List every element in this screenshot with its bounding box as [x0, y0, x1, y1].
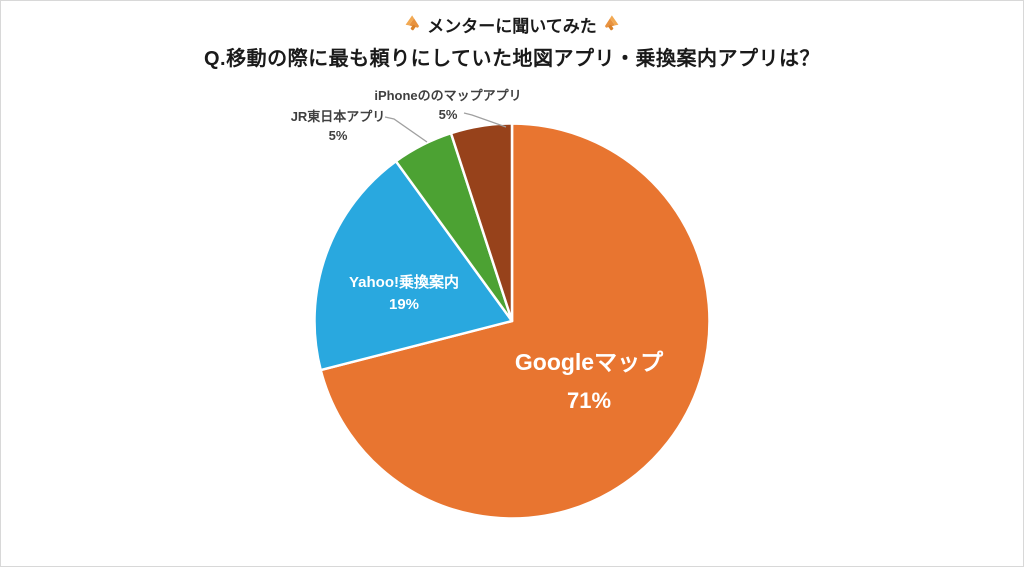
slice-label-3: JR東日本アプリ 5% — [291, 107, 386, 145]
slice-label-2: Yahoo!乗換案内 19% — [349, 273, 459, 315]
slice-label-1: Googleマップ 71% — [515, 349, 663, 414]
page-title: メンターに聞いてみた — [427, 17, 597, 36]
slice-name-3: JR東日本アプリ — [290, 109, 386, 124]
slice-value-4: 5% — [438, 107, 458, 122]
pie-slice-4 — [449, 122, 514, 323]
slice-name-4: iPhoneののマップアプリ — [374, 88, 522, 103]
leader-line-1 — [384, 116, 428, 143]
page-title-row: メンターに聞いてみた — [1, 12, 1023, 37]
pie-slice-2 — [313, 159, 514, 372]
slice-label-4: iPhoneののマップアプリ 5% — [374, 86, 521, 124]
slice-value-3: 5% — [328, 128, 348, 143]
slice-value-1: 71% — [566, 388, 612, 413]
leader-line-2 — [463, 112, 507, 128]
megaphone-icon — [405, 15, 420, 31]
chart-question-title: Q.移動の際に最も頼りにしていた地図アプリ・乗換案内アプリは？ — [203, 48, 820, 70]
slice-name-2: Yahoo!乗換案内 — [348, 274, 460, 291]
slice-value-2: 19% — [388, 296, 420, 313]
megaphone-icon — [604, 15, 619, 31]
pie-slice-1 — [319, 122, 711, 520]
slice-name-1: Googleマップ — [514, 349, 664, 375]
